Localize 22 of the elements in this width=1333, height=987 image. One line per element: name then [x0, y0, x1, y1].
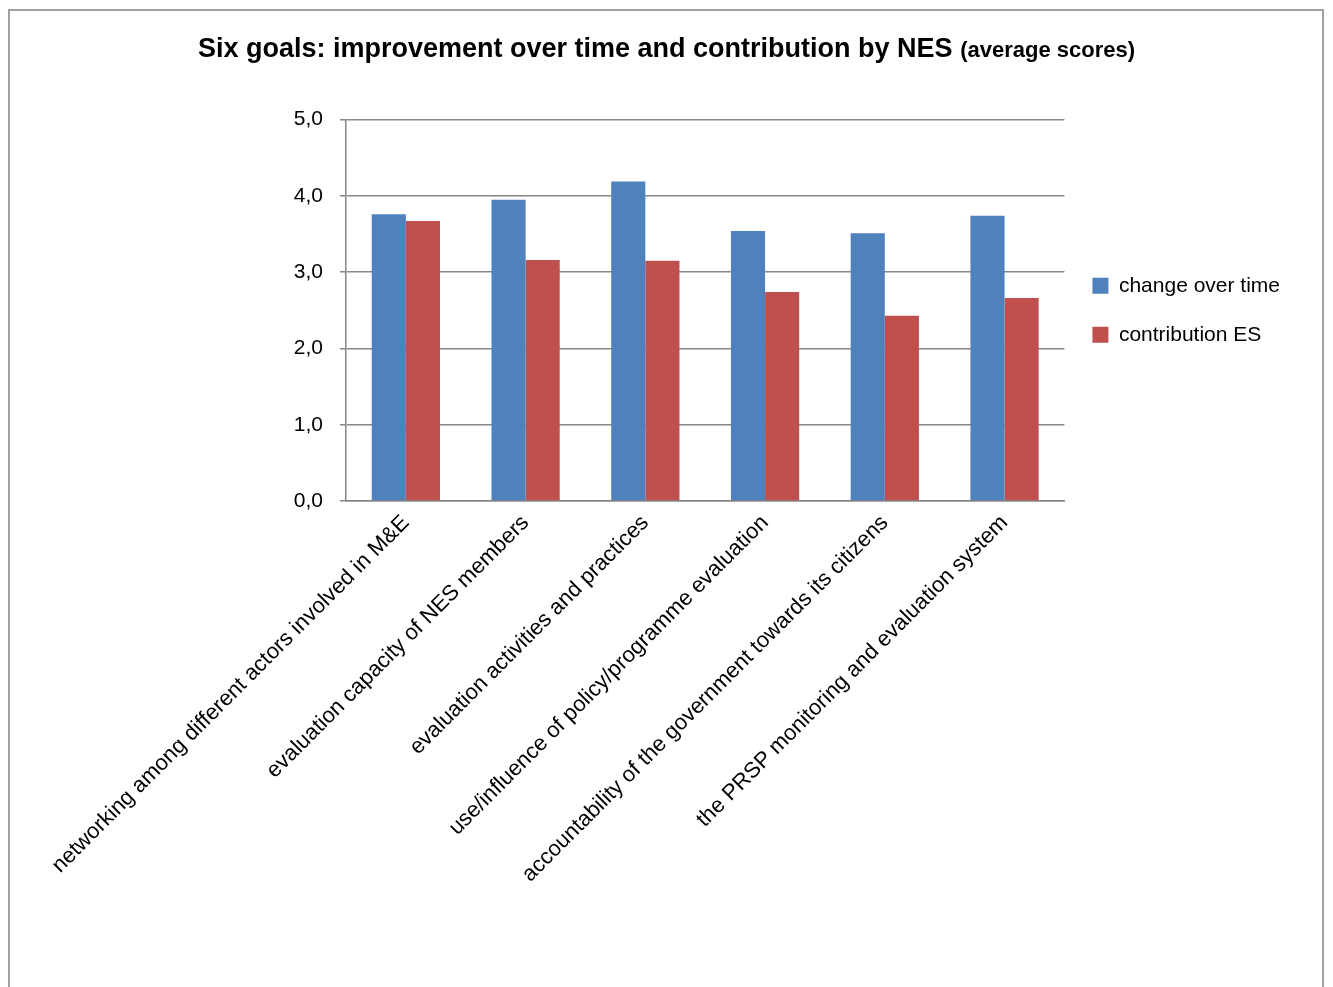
chart-title: Six goals: improvement over time and contribution by NES	[197, 33, 953, 63]
y-tick-label: 5,0	[293, 106, 323, 130]
bar	[765, 291, 800, 501]
chart-subtitle: (average scores)	[960, 37, 1136, 62]
legend-label: contribution ES	[1118, 321, 1262, 345]
y-tick-label: 0,0	[293, 487, 323, 511]
bar	[1004, 298, 1039, 501]
bar	[611, 181, 646, 501]
legend-label: change over time	[1118, 272, 1280, 296]
bar	[850, 233, 885, 501]
bar	[884, 315, 919, 501]
bar	[730, 230, 766, 501]
y-tick-label: 4,0	[293, 182, 323, 206]
y-tick-label: 1,0	[293, 411, 323, 435]
bar	[970, 215, 1005, 501]
bar	[645, 260, 680, 501]
bar	[525, 259, 560, 501]
bar	[491, 199, 526, 501]
bar	[371, 214, 406, 501]
bar	[405, 221, 440, 501]
y-tick-label: 3,0	[293, 258, 323, 282]
y-tick-label: 2,0	[293, 335, 323, 359]
